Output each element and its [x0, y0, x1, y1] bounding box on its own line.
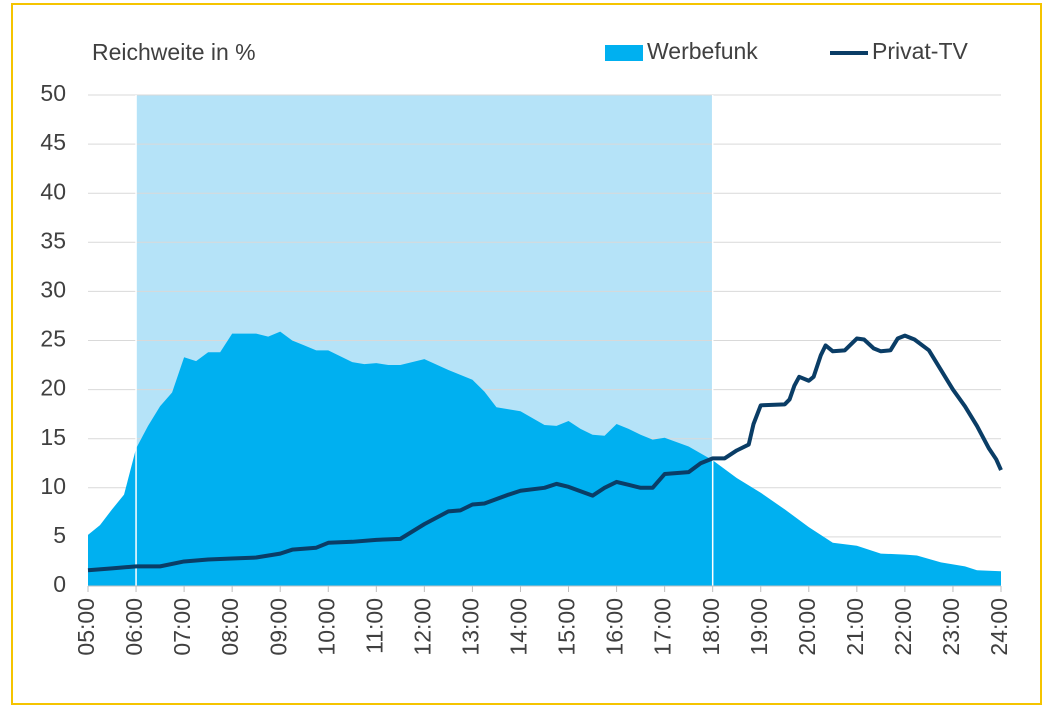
x-tick-label: 15:00	[554, 598, 580, 656]
x-tick-label: 17:00	[650, 598, 676, 656]
x-tick-label: 14:00	[506, 598, 532, 656]
y-tick-label: 35	[40, 227, 66, 253]
legend-swatch	[605, 45, 643, 61]
y-tick-label: 20	[40, 375, 66, 401]
y-tick-label: 50	[40, 80, 66, 106]
x-tick-label: 06:00	[121, 598, 147, 656]
y-tick-label: 5	[53, 522, 66, 548]
y-tick-label: 30	[40, 276, 66, 302]
y-tick-label: 10	[40, 473, 66, 499]
x-tick-label: 08:00	[217, 598, 243, 656]
x-tick-label: 07:00	[169, 598, 195, 656]
x-tick-label: 21:00	[842, 598, 868, 656]
y-tick-label: 25	[40, 326, 66, 352]
legend-label: Privat-TV	[872, 38, 969, 64]
y-tick-label: 40	[40, 178, 66, 204]
x-tick-label: 12:00	[409, 598, 435, 656]
x-tick-label: 19:00	[746, 598, 772, 656]
x-tick-label: 22:00	[890, 598, 916, 656]
area	[88, 331, 1001, 586]
y-tick-label: 0	[53, 571, 66, 597]
y-axis-label: Reichweite in %	[92, 39, 256, 65]
x-tick-label: 18:00	[698, 598, 724, 656]
x-tick-label: 11:00	[361, 598, 387, 654]
x-tick-label: 20:00	[794, 598, 820, 656]
x-tick-label: 10:00	[313, 598, 339, 656]
x-tick-label: 09:00	[265, 598, 291, 656]
x-tick-label: 16:00	[602, 598, 628, 656]
legend-label: Werbefunk	[647, 38, 758, 64]
x-tick-label: 24:00	[986, 598, 1012, 656]
x-tick-label: 23:00	[938, 598, 964, 656]
y-tick-label: 15	[40, 424, 66, 450]
y-tick-label: 45	[40, 129, 66, 155]
x-tick-label: 13:00	[457, 598, 483, 656]
line	[87, 333, 1003, 573]
x-tick-label: 05:00	[73, 598, 99, 656]
